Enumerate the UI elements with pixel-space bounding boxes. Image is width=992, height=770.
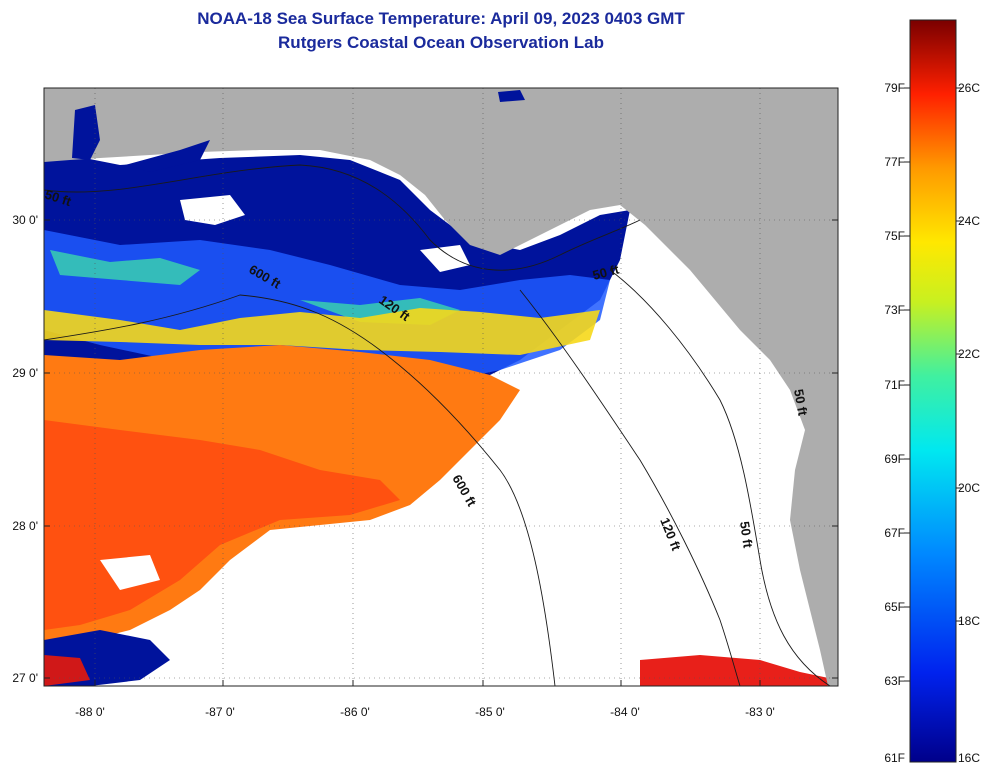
lon-label: -86 0' — [340, 705, 370, 719]
lat-label: 27 0' — [12, 671, 38, 685]
lat-label: 30 0' — [12, 213, 38, 227]
colorbar-f-label: 63F — [884, 674, 905, 688]
depth-label: 50 ft — [737, 520, 756, 549]
tick-marks — [44, 219, 838, 686]
colorbar-f-label: 69F — [884, 452, 905, 466]
colorbar-c-label: 24C — [958, 214, 980, 228]
depth-contours — [44, 164, 831, 686]
colorbar-f-label: 67F — [884, 526, 905, 540]
green-patches — [50, 250, 460, 325]
colorbar — [909, 19, 957, 763]
bay-water — [72, 90, 525, 172]
lon-label: -88 0' — [75, 705, 105, 719]
lon-label: -85 0' — [475, 705, 505, 719]
colorbar-c-label: 16C — [958, 751, 980, 765]
map-frame — [43, 87, 839, 687]
colorbar-f-label: 65F — [884, 600, 905, 614]
colorbar-c-label: 20C — [958, 481, 980, 495]
colorbar-ticks — [904, 87, 962, 682]
colorbar-f-label: 77F — [884, 155, 905, 169]
lat-label: 28 0' — [12, 519, 38, 533]
yellow-patches — [44, 308, 600, 355]
colorbar-f-label: 71F — [884, 378, 905, 392]
lon-label: -84 0' — [610, 705, 640, 719]
depth-label: 50 ft — [791, 388, 811, 418]
colorbar-c-label: 22C — [958, 347, 980, 361]
lon-label: -87 0' — [205, 705, 235, 719]
map-subtitle: Rutgers Coastal Ocean Observation Lab — [278, 33, 604, 52]
map-title: NOAA-18 Sea Surface Temperature: April 0… — [197, 9, 685, 28]
depth-label: 50 ft — [591, 261, 621, 283]
land-mass — [44, 88, 838, 686]
warm-patch-southwest — [44, 655, 90, 686]
colorbar-f-label: 73F — [884, 303, 905, 317]
colorbar-f-label: 79F — [884, 81, 905, 95]
lat-label: 29 0' — [12, 366, 38, 380]
colorbar-f-label: 61F — [884, 751, 905, 765]
colorbar-c-label: 26C — [958, 81, 980, 95]
colorbar-f-label: 75F — [884, 229, 905, 243]
colorbar-c-label: 18C — [958, 614, 980, 628]
lon-label: -83 0' — [745, 705, 775, 719]
